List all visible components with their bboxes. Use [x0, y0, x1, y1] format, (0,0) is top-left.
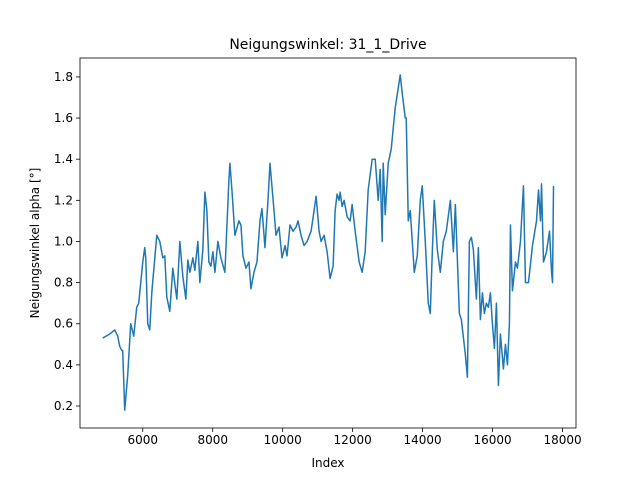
- x-tick-label: 12000: [334, 433, 372, 447]
- y-tick-label: 0.8: [54, 276, 73, 290]
- x-tick-label: 6000: [127, 433, 158, 447]
- y-tick-label: 1.6: [54, 111, 73, 125]
- y-tick-label: 1.8: [54, 70, 73, 84]
- y-tick-label: 0.4: [54, 358, 73, 372]
- y-tick-label: 1.0: [54, 234, 73, 248]
- y-tick-label: 1.2: [54, 193, 73, 207]
- x-tick-label: 10000: [264, 433, 302, 447]
- y-tick-label: 0.2: [54, 399, 73, 413]
- x-tick-label: 18000: [543, 433, 581, 447]
- x-axis-label: Index: [311, 456, 344, 470]
- x-tick-label: 8000: [197, 433, 228, 447]
- y-axis-label: Neigungswinkel alpha [°]: [28, 168, 42, 319]
- x-tick-label: 16000: [473, 433, 511, 447]
- chart-title: Neigungswinkel: 31_1_Drive: [229, 37, 426, 53]
- y-tick-label: 0.6: [54, 317, 73, 331]
- plot-frame: [79, 57, 577, 429]
- data-line: [102, 74, 555, 411]
- x-tick-label: 14000: [404, 433, 442, 447]
- y-tick-label: 1.4: [54, 152, 73, 166]
